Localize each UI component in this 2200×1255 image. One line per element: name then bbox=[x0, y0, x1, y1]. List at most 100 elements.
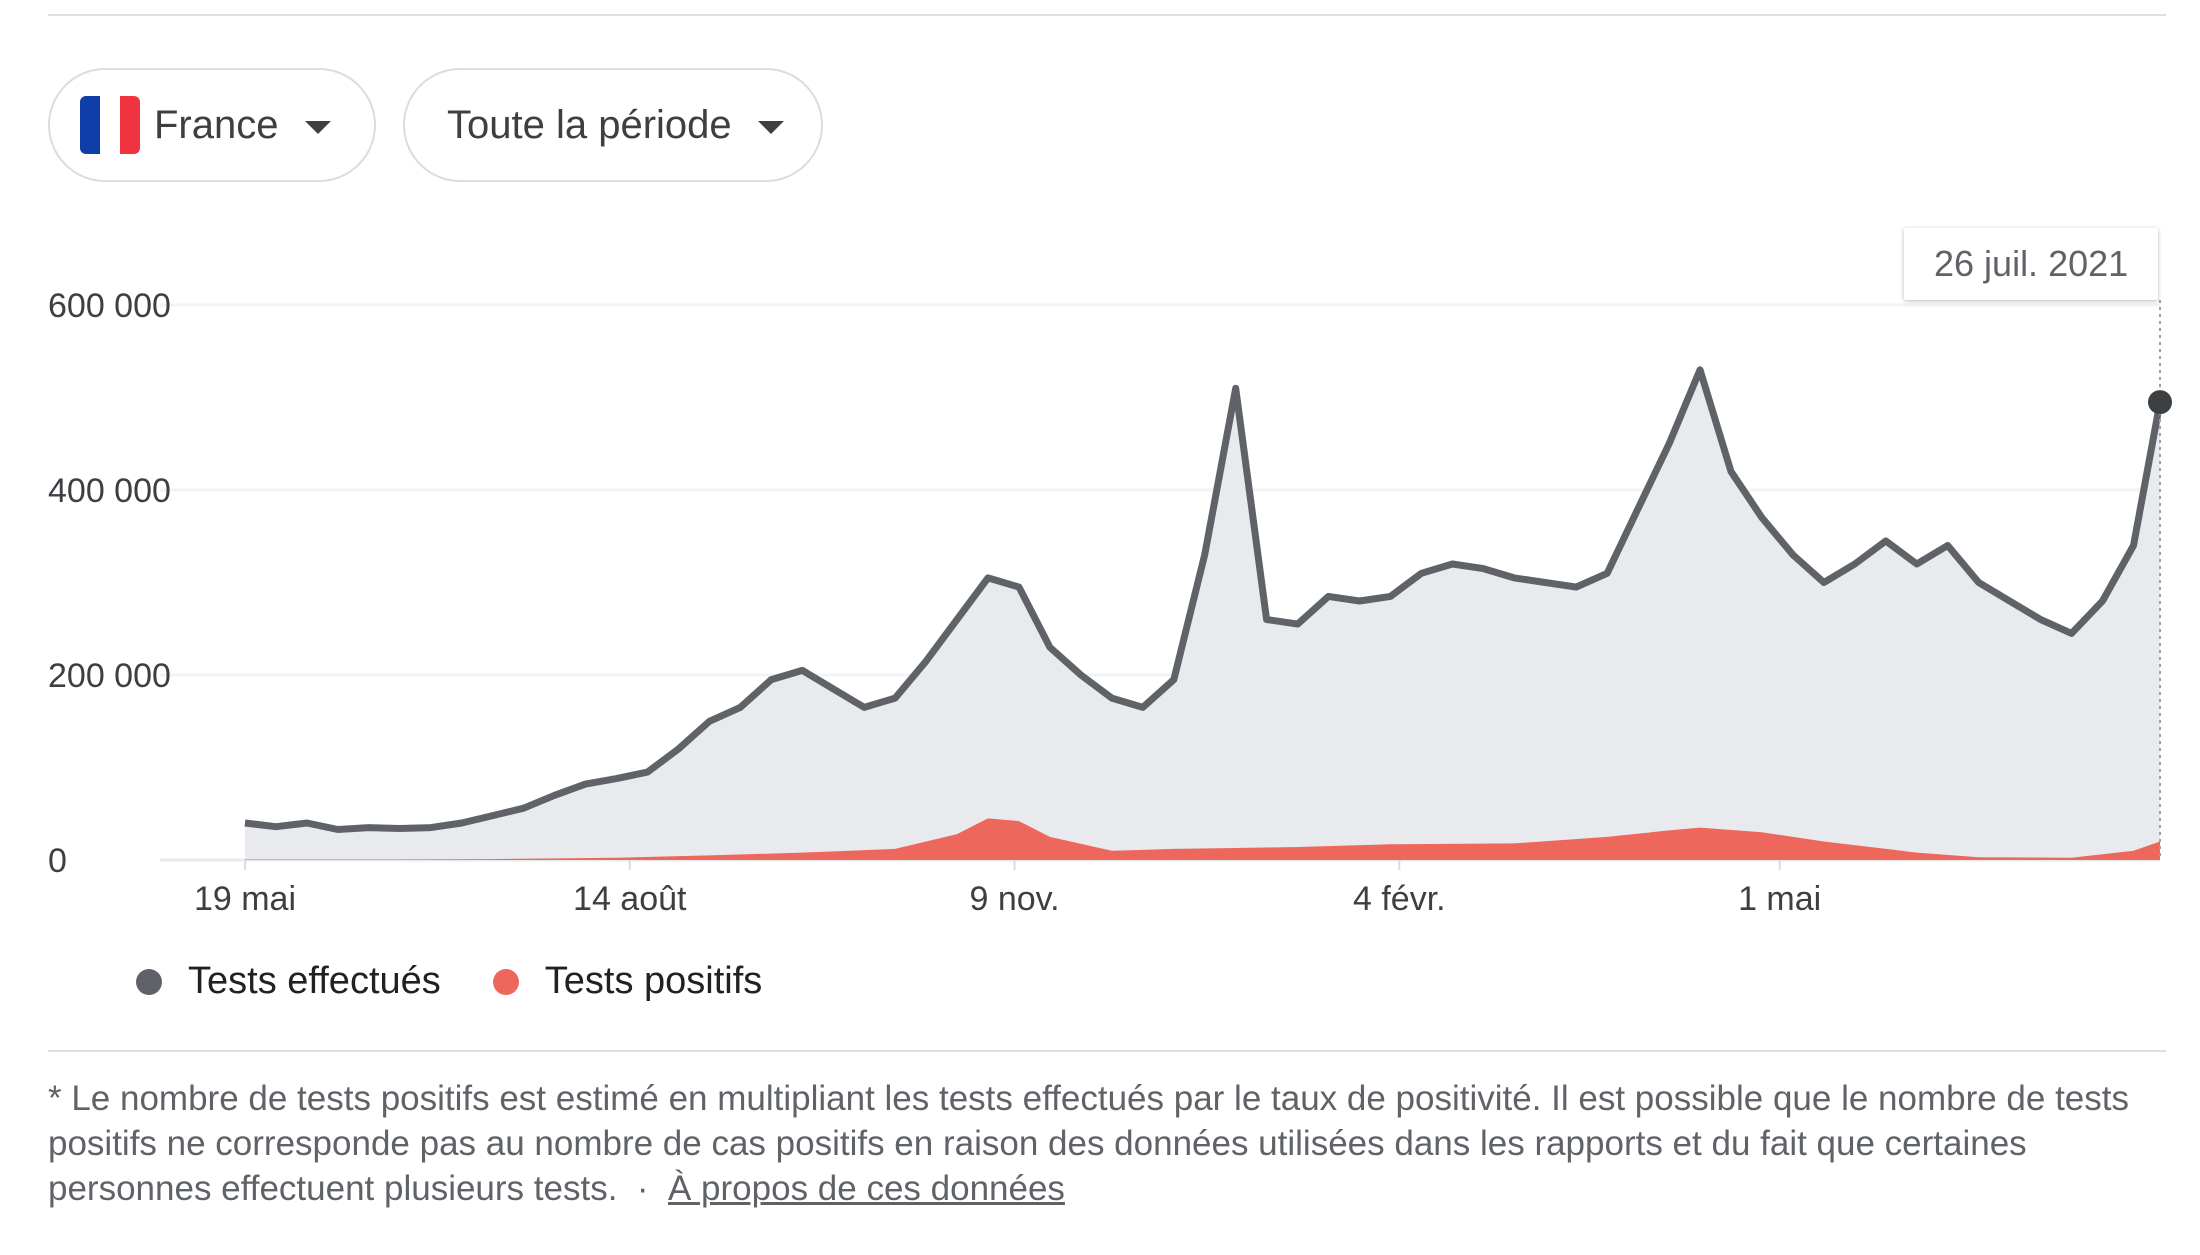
tests-effectues-point bbox=[616, 778, 618, 780]
tests-effectues-point bbox=[739, 706, 741, 708]
tests-positifs-point bbox=[368, 859, 370, 861]
tests-effectues-point bbox=[1018, 586, 1020, 588]
tests-effectues-point bbox=[399, 828, 401, 830]
tests-effectues-point bbox=[1389, 595, 1391, 597]
legend-item-tests[interactable]: Tests effectués bbox=[136, 960, 441, 1003]
tests-effectues-point bbox=[1266, 619, 1268, 621]
tests-effectues-point bbox=[523, 807, 525, 809]
tests-effectues-point bbox=[244, 822, 246, 824]
tests-effectues-point bbox=[368, 827, 370, 829]
tests-positifs-point bbox=[1173, 848, 1175, 850]
tests-positifs-point bbox=[492, 858, 494, 860]
period-label: Toute la période bbox=[447, 102, 732, 147]
footnote-text: * Le nombre de tests positifs est estimé… bbox=[48, 1079, 2129, 1208]
tests-effectues-point bbox=[1854, 563, 1856, 565]
tests-effectues-point bbox=[1142, 706, 1144, 708]
tests-effectues-point bbox=[2071, 632, 2073, 634]
tests-effectues-point bbox=[1173, 679, 1175, 681]
tests-effectues-point bbox=[1606, 572, 1608, 574]
x-tick-label: 19 mai bbox=[194, 880, 296, 918]
y-axis: 0 200 000 400 000 600 000 bbox=[48, 287, 171, 880]
tests-effectues-point bbox=[832, 688, 834, 690]
about-data-link[interactable]: À propos de ces données bbox=[667, 1169, 1065, 1208]
tests-effectues-point bbox=[1575, 586, 1577, 588]
tests-positifs-point bbox=[1389, 843, 1391, 845]
y-tick-label: 400 000 bbox=[48, 472, 171, 510]
legend-label-tests: Tests effectués bbox=[188, 960, 441, 1002]
tests-effectues-point bbox=[2040, 619, 2042, 621]
tests-effectues-point bbox=[1978, 582, 1980, 584]
tests-positifs-point bbox=[1978, 856, 1980, 858]
tests-effectues-point bbox=[925, 660, 927, 662]
tests-effectues-point bbox=[1637, 508, 1639, 510]
tests-effectues-point bbox=[461, 822, 463, 824]
tests-positifs-point bbox=[1916, 852, 1918, 854]
tests-effectues-point bbox=[1204, 554, 1206, 556]
y-tick-label: 0 bbox=[48, 842, 67, 880]
chevron-down-icon bbox=[304, 120, 331, 134]
x-tick-label: 14 août bbox=[573, 880, 687, 918]
tests-effectues-point bbox=[430, 827, 432, 829]
flag-stripe-red bbox=[120, 96, 140, 154]
footnote-separator: · bbox=[636, 1169, 649, 1208]
tests-effectues-point bbox=[2009, 600, 2011, 602]
tests-effectues-point bbox=[987, 577, 989, 579]
tests-effectues-point bbox=[646, 771, 648, 773]
hover-layer bbox=[2148, 300, 2172, 860]
tests-positifs-point bbox=[1761, 831, 1763, 833]
hover-point bbox=[2148, 390, 2172, 415]
x-tick-label: 1 mai bbox=[1738, 880, 1821, 918]
tests-effectues-point bbox=[2102, 600, 2104, 602]
country-dropdown[interactable]: France bbox=[48, 68, 376, 182]
tests-effectues-line bbox=[244, 366, 2164, 833]
x-tick-label: 9 nov. bbox=[969, 880, 1059, 918]
series-layer bbox=[244, 366, 2164, 861]
flag-stripe-white bbox=[100, 96, 120, 154]
tests-positifs-point bbox=[708, 854, 710, 856]
tests-effectues-point bbox=[956, 619, 958, 621]
tests-effectues-point bbox=[1885, 540, 1887, 542]
tests-effectues-point bbox=[1513, 577, 1515, 579]
country-label: France bbox=[154, 102, 279, 147]
tests-effectues-point bbox=[1823, 582, 1825, 584]
tests-effectues-point bbox=[677, 748, 679, 750]
legend-dot-tests bbox=[136, 968, 162, 995]
tests-effectues-point bbox=[1111, 697, 1113, 699]
tests-positifs-point bbox=[616, 857, 618, 859]
tests-positifs-point bbox=[1297, 846, 1299, 848]
bottom-divider bbox=[48, 1050, 2166, 1052]
tests-positifs-point bbox=[2132, 850, 2134, 852]
tests-effectues-point bbox=[1761, 517, 1763, 519]
tests-chart[interactable]: 0 200 000 400 000 600 000 19 mai 14 août 9 no… bbox=[0, 200, 2200, 920]
tests-effectues-point bbox=[2132, 545, 2134, 547]
tests-effectues-point bbox=[1668, 443, 1670, 445]
tests-effectues-point bbox=[770, 679, 772, 681]
tests-effectues-point bbox=[275, 826, 277, 828]
tests-effectues-point bbox=[337, 828, 339, 830]
tests-effectues-area bbox=[245, 369, 2160, 860]
legend: Tests effectués Tests positifs bbox=[136, 960, 814, 1003]
top-divider bbox=[48, 14, 2166, 16]
x-axis: 19 mai 14 août 9 nov. 4 févr. 1 mai bbox=[194, 860, 1821, 918]
tests-positifs-point bbox=[1018, 820, 1020, 822]
y-tick-label: 200 000 bbox=[48, 657, 171, 695]
x-tick-label: 4 févr. bbox=[1353, 880, 1446, 918]
tests-positifs-point bbox=[956, 833, 958, 835]
tests-effectues-point bbox=[1080, 674, 1082, 676]
tests-effectues-point bbox=[1699, 369, 1701, 371]
legend-item-positive[interactable]: Tests positifs bbox=[492, 960, 763, 1003]
tests-positifs-area bbox=[245, 818, 2160, 860]
tests-positifs-point bbox=[1668, 829, 1670, 831]
tests-effectues-point bbox=[1916, 563, 1918, 565]
legend-dot-positive bbox=[492, 968, 519, 995]
tests-positifs-point bbox=[1049, 836, 1051, 838]
tests-effectues-point bbox=[492, 815, 494, 817]
tests-positifs-point bbox=[894, 848, 896, 850]
tests-positifs-point bbox=[1111, 850, 1113, 852]
period-dropdown[interactable]: Toute la période bbox=[403, 68, 823, 182]
tests-effectues-point bbox=[1328, 595, 1330, 597]
tests-positifs-point bbox=[801, 852, 803, 854]
tests-effectues-point bbox=[585, 783, 587, 785]
tests-effectues-point bbox=[1297, 623, 1299, 625]
legend-label-positive: Tests positifs bbox=[544, 960, 763, 1002]
